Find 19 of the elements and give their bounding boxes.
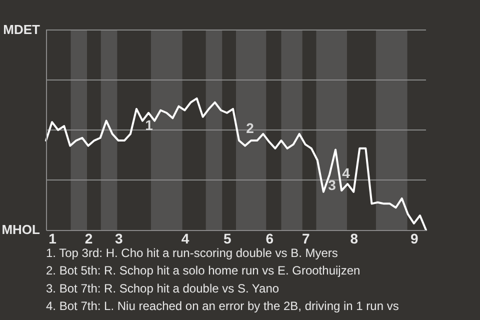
x-tick-label: 7 bbox=[302, 230, 310, 246]
text: 4. Bot 7th: L. Niu reached on an error by the 2B, driving in 1 run vs bbox=[46, 299, 399, 314]
text: 3. Bot 7th: R. Schop hit a double vs S. Yano bbox=[46, 281, 280, 296]
text: 1. Top 3rd: H. Cho hit a run-scoring double vs B. Myers bbox=[46, 246, 338, 260]
x-tick-label: 6 bbox=[266, 230, 274, 246]
annotation: 2 bbox=[246, 120, 254, 136]
x-tick-label: 5 bbox=[224, 230, 232, 246]
text: MDET bbox=[3, 22, 40, 37]
annotation: 4 bbox=[342, 165, 350, 181]
annotation: 3 bbox=[328, 177, 336, 193]
annotation: 1 bbox=[145, 117, 154, 133]
x-tick-label: 2 bbox=[84, 230, 93, 246]
text: 2. Bot 5th: R. Schop hit a solo home run vs E. Groothuijzen bbox=[46, 264, 360, 278]
x-tick-label: 9 bbox=[410, 230, 419, 246]
x-tick-label: 8 bbox=[350, 230, 358, 246]
x-tick-label: 4 bbox=[181, 230, 190, 246]
text: MHOL bbox=[2, 222, 40, 237]
x-tick-label: 3 bbox=[114, 230, 123, 246]
x-tick-label: 1 bbox=[48, 230, 57, 246]
